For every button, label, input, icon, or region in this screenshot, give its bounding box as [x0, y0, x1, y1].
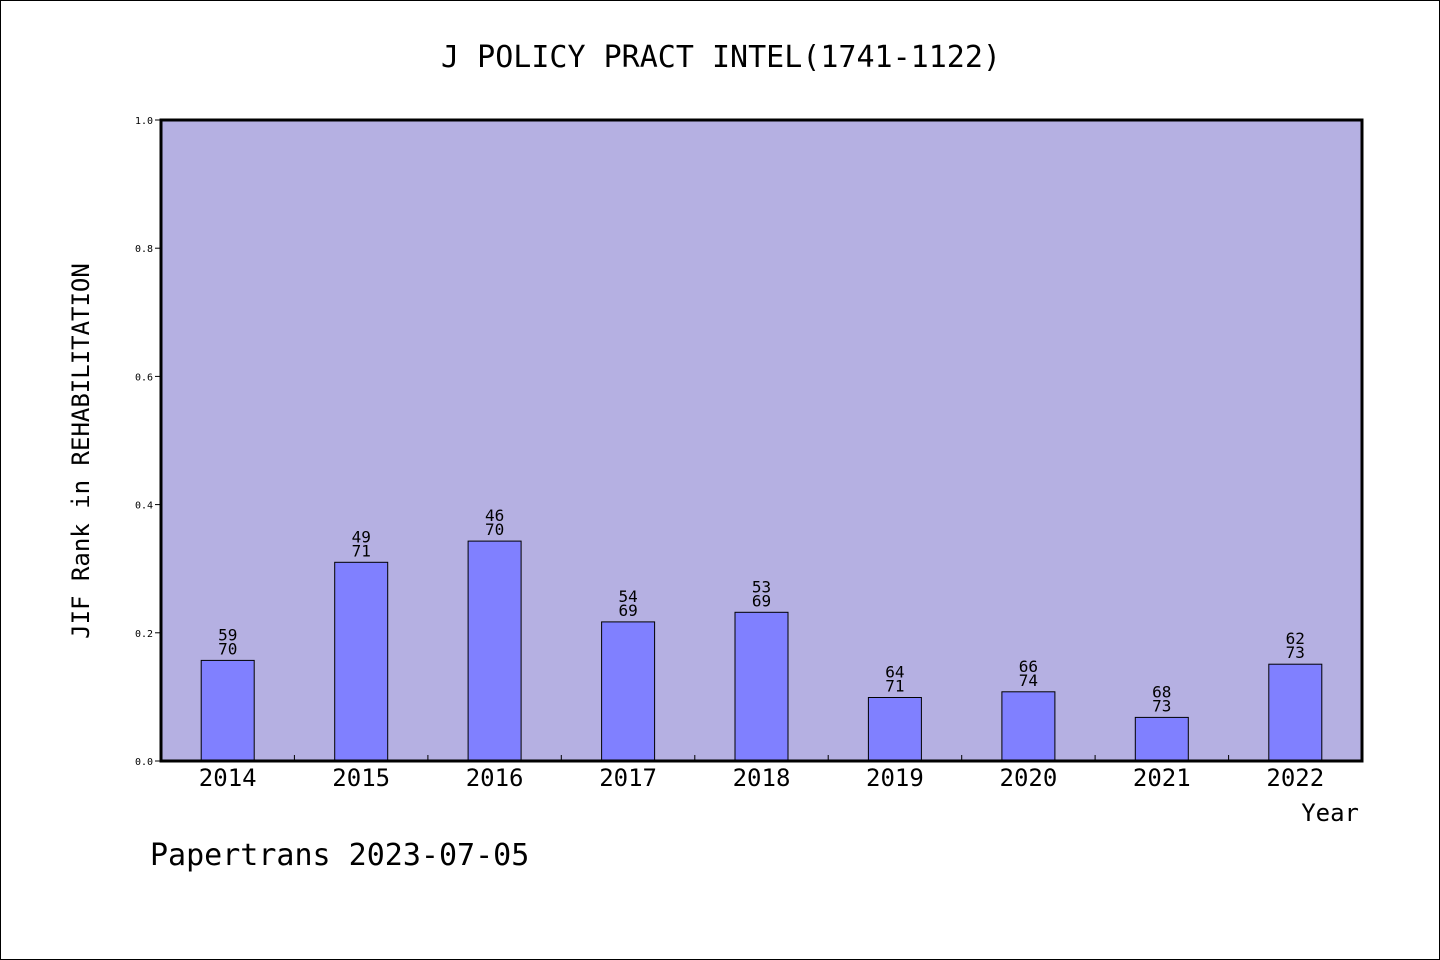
y-tick-label-1.0: 1.0 [135, 116, 153, 127]
bar-label-total-2020: 74 [1019, 671, 1038, 690]
x-tick-label-2015: 2015 [332, 764, 390, 792]
y-tick-label-0.0: 0.0 [135, 757, 153, 768]
bar-label-rank-2017: 54 [618, 587, 637, 606]
x-tick-label-2014: 2014 [199, 764, 257, 792]
bar-label-rank-2015: 49 [352, 527, 371, 546]
footer-watermark: Papertrans 2023-07-05 [150, 838, 529, 873]
bars-layer [200, 540, 1323, 762]
bar-2016 [467, 540, 522, 762]
plot-border [159, 118, 1364, 763]
y-tick-label-0.4: 0.4 [135, 501, 153, 512]
x-tick-label-2017: 2017 [599, 764, 657, 792]
x-tick-label-2021: 2021 [1133, 764, 1191, 792]
bar-label-total-2016: 70 [485, 520, 504, 539]
x-tick-label-2020: 2020 [1000, 764, 1058, 792]
x-tick-label-2019: 2019 [866, 764, 924, 792]
bar-2018 [734, 611, 789, 762]
bar-label-rank-2014: 59 [218, 625, 237, 644]
y-axis: 0.0 0.2 0.4 0.6 0.8 1.0 [135, 116, 161, 768]
bar-label-rank-2019: 64 [885, 663, 904, 682]
x-tick-label-2022: 2022 [1266, 764, 1324, 792]
x-tick-label-2016: 2016 [466, 764, 524, 792]
y-tick-label-0.6: 0.6 [135, 372, 153, 383]
bar-label-total-2017: 69 [618, 601, 637, 620]
bar-label-rank-2020: 66 [1019, 657, 1038, 676]
bar-2019 [867, 697, 922, 762]
bar-label-total-2015: 71 [352, 541, 371, 560]
x-tick-label-2018: 2018 [733, 764, 791, 792]
bar-2021 [1134, 716, 1189, 762]
x-axis: 2014 2015 2016 2017 2018 2019 2020 2021 2022 [199, 755, 1324, 792]
bar-label-total-2022: 73 [1286, 643, 1305, 662]
y-axis-label: JIF Rank in REHABILITATION [67, 263, 95, 639]
chart-title: J POLICY PRACT INTEL(1741-1122) [441, 40, 1001, 75]
bar-label-total-2018: 69 [752, 591, 771, 610]
bar-2020 [1001, 691, 1056, 762]
x-axis-label: Year [1301, 799, 1359, 827]
bar-label-total-2019: 71 [885, 677, 904, 696]
bar-2015 [334, 561, 389, 762]
bar-label-rank-2022: 62 [1286, 629, 1305, 648]
y-tick-label-0.8: 0.8 [135, 244, 153, 255]
bar-label-rank-2016: 46 [485, 506, 504, 525]
bar-2022 [1268, 663, 1323, 762]
bar-label-rank-2018: 53 [752, 577, 771, 596]
bar-2014 [200, 659, 255, 762]
bar-label-total-2014: 70 [218, 639, 237, 658]
bar-2017 [601, 621, 656, 762]
bar-label-total-2021: 73 [1152, 696, 1171, 715]
bar-label-rank-2021: 68 [1152, 682, 1171, 701]
y-tick-label-0.2: 0.2 [135, 629, 153, 640]
